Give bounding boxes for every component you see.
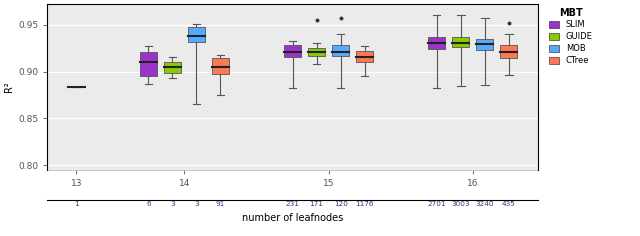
Bar [476, 39, 493, 50]
Bar [428, 37, 445, 49]
Bar [452, 37, 469, 47]
Bar [164, 62, 181, 73]
Bar [500, 45, 517, 58]
Bar [308, 48, 325, 56]
Legend: SLIM, GUIDE, MOB, CTree: SLIM, GUIDE, MOB, CTree [547, 5, 595, 68]
Bar [284, 45, 301, 57]
Bar [140, 52, 157, 76]
Bar [332, 45, 349, 56]
Bar [356, 51, 373, 62]
Y-axis label: R²: R² [4, 82, 14, 93]
Bar [212, 59, 229, 74]
Bar [188, 27, 205, 42]
X-axis label: number of leafnodes: number of leafnodes [242, 213, 343, 223]
